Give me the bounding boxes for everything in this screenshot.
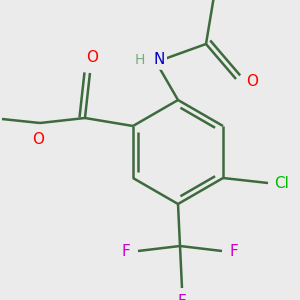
Text: O: O xyxy=(246,74,258,88)
Text: H: H xyxy=(135,53,145,67)
Text: F: F xyxy=(122,244,130,259)
Text: O: O xyxy=(32,131,44,146)
Text: Cl: Cl xyxy=(274,176,290,190)
Text: F: F xyxy=(178,295,186,300)
Text: N: N xyxy=(153,52,165,68)
Text: O: O xyxy=(86,50,98,64)
Text: F: F xyxy=(230,244,238,259)
